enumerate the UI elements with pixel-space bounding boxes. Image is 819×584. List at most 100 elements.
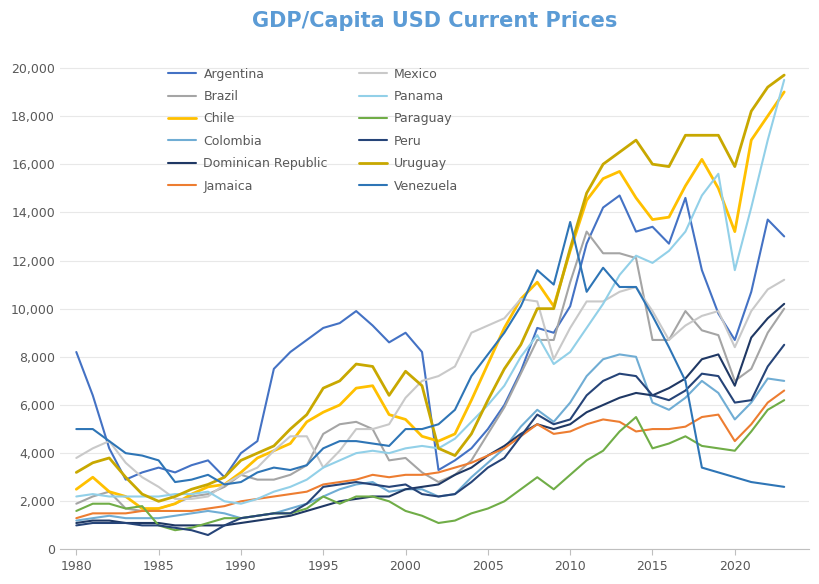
- Brazil: [745, 366, 755, 373]
- Title: GDP/Capita USD Current Prices: GDP/Capita USD Current Prices: [251, 11, 617, 31]
- Uruguay: [564, 245, 574, 252]
- Chile: [351, 385, 360, 392]
- Brazil: [548, 336, 558, 343]
- Chile: [384, 411, 394, 418]
- Panama: [597, 300, 607, 307]
- Paraguay: [515, 486, 525, 493]
- Panama: [203, 488, 213, 495]
- Panama: [400, 445, 410, 452]
- Jamaica: [170, 507, 180, 515]
- Brazil: [318, 430, 328, 437]
- Dominican Republic: [318, 503, 328, 510]
- Venezuela: [367, 440, 377, 447]
- Brazil: [762, 329, 771, 336]
- Jamaica: [597, 416, 607, 423]
- Mexico: [334, 447, 344, 454]
- Jamaica: [663, 426, 673, 433]
- Peru: [532, 411, 541, 418]
- Argentina: [532, 325, 541, 332]
- Peru: [631, 373, 640, 380]
- Argentina: [170, 469, 180, 476]
- Argentina: [71, 349, 81, 356]
- Peru: [153, 522, 163, 529]
- Venezuela: [203, 471, 213, 478]
- Brazil: [515, 370, 525, 377]
- Peru: [137, 522, 147, 529]
- Argentina: [417, 349, 427, 356]
- Paraguay: [597, 447, 607, 454]
- Peru: [680, 387, 690, 394]
- Brazil: [236, 471, 246, 478]
- Dominican Republic: [597, 401, 607, 408]
- Panama: [285, 484, 295, 491]
- Uruguay: [236, 457, 246, 464]
- Jamaica: [548, 430, 558, 437]
- Paraguay: [203, 520, 213, 527]
- Paraguay: [400, 507, 410, 515]
- Venezuela: [762, 481, 771, 488]
- Line: Argentina: Argentina: [76, 196, 783, 479]
- Chile: [400, 416, 410, 423]
- Jamaica: [564, 428, 574, 435]
- Chile: [71, 486, 81, 493]
- Mexico: [219, 481, 229, 488]
- Panama: [581, 325, 590, 332]
- Uruguay: [351, 360, 360, 367]
- Venezuela: [515, 303, 525, 310]
- Venezuela: [450, 406, 459, 413]
- Venezuela: [301, 462, 311, 469]
- Jamaica: [187, 507, 197, 515]
- Jamaica: [729, 437, 739, 444]
- Dominican Republic: [236, 520, 246, 527]
- Chile: [680, 182, 690, 189]
- Jamaica: [680, 423, 690, 430]
- Venezuela: [680, 377, 690, 384]
- Panama: [351, 450, 360, 457]
- Peru: [400, 481, 410, 488]
- Paraguay: [433, 520, 443, 527]
- Peru: [236, 515, 246, 522]
- Argentina: [597, 204, 607, 211]
- Colombia: [433, 493, 443, 500]
- Brazil: [663, 336, 673, 343]
- Mexico: [120, 459, 130, 466]
- Jamaica: [269, 493, 278, 500]
- Uruguay: [532, 305, 541, 312]
- Venezuela: [334, 437, 344, 444]
- Mexico: [318, 464, 328, 471]
- Mexico: [187, 495, 197, 502]
- Uruguay: [367, 363, 377, 370]
- Venezuela: [631, 283, 640, 290]
- Brazil: [367, 426, 377, 433]
- Chile: [269, 447, 278, 454]
- Chile: [499, 325, 509, 332]
- Argentina: [203, 457, 213, 464]
- Chile: [696, 156, 706, 163]
- Colombia: [417, 486, 427, 493]
- Paraguay: [285, 510, 295, 517]
- Mexico: [778, 276, 788, 283]
- Chile: [482, 360, 492, 367]
- Jamaica: [285, 491, 295, 498]
- Peru: [762, 363, 771, 370]
- Colombia: [597, 356, 607, 363]
- Peru: [104, 520, 114, 527]
- Dominican Republic: [269, 515, 278, 522]
- Uruguay: [153, 498, 163, 505]
- Dominican Republic: [170, 522, 180, 529]
- Peru: [170, 524, 180, 531]
- Paraguay: [236, 515, 246, 522]
- Argentina: [137, 469, 147, 476]
- Panama: [680, 228, 690, 235]
- Panama: [696, 192, 706, 199]
- Brazil: [597, 250, 607, 257]
- Uruguay: [482, 397, 492, 404]
- Brazil: [680, 308, 690, 315]
- Brazil: [400, 454, 410, 461]
- Chile: [120, 493, 130, 500]
- Dominican Republic: [137, 520, 147, 527]
- Peru: [285, 510, 295, 517]
- Venezuela: [351, 437, 360, 444]
- Chile: [301, 418, 311, 425]
- Brazil: [482, 430, 492, 437]
